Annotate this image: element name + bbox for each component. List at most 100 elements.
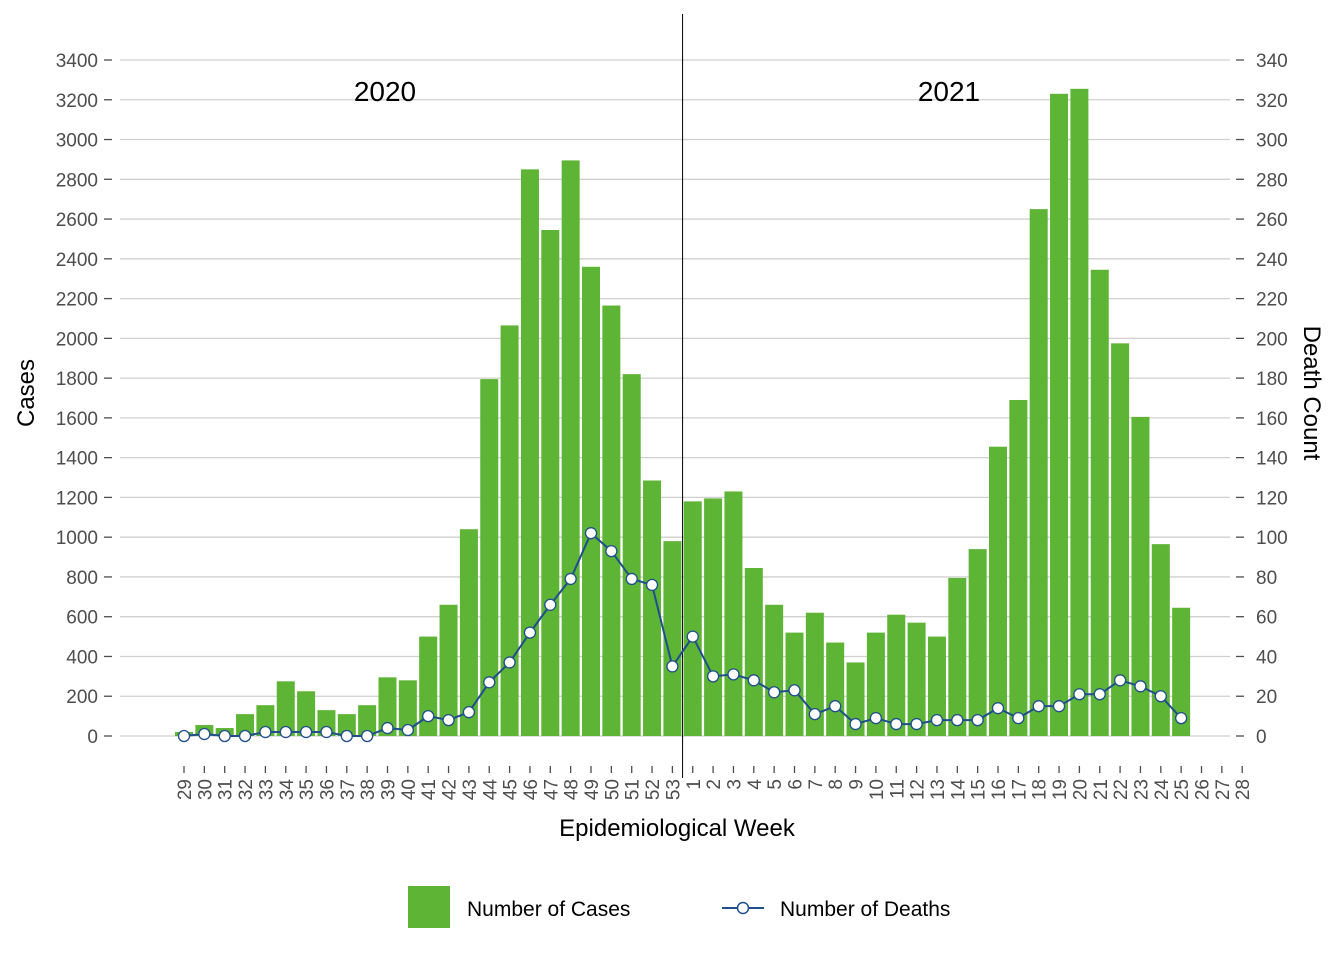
death-point-42 [442,713,455,727]
death-point-46 [523,626,537,639]
y-tick-label: 3400 [56,51,98,72]
case-bar-52 [643,480,662,736]
death-point-39 [381,721,394,735]
y2-tick-label: 20 [1256,687,1277,708]
case-bar-18 [1029,209,1048,736]
y-tick-label: 800 [66,568,98,589]
y2-tick-label: 180 [1256,369,1288,390]
death-point-6 [788,684,801,697]
y2-tick-label: 240 [1256,250,1288,271]
y-axis-title: Cases [13,359,40,427]
death-point-2 [706,670,720,683]
x-tick-label: 17 [1009,779,1030,800]
x-tick-label: 20 [1070,779,1091,800]
death-point-23 [1134,680,1147,693]
y-tick-label: 2000 [56,329,98,350]
x-tick-label: 53 [663,779,684,800]
case-bar-42 [439,604,458,736]
case-bar-49 [582,266,600,736]
x-tick-label: 10 [867,779,888,800]
y2-axis-title: Death Count [1298,326,1325,461]
death-point-37 [340,729,353,743]
death-point-25 [1175,711,1188,725]
x-tick-label: 23 [1131,779,1152,800]
death-point-22 [1113,674,1127,687]
y-tick-label: 0 [87,727,98,748]
death-point-49 [584,527,598,540]
death-point-40 [401,723,415,737]
death-point-52 [645,578,659,592]
x-tick-label: 47 [541,779,562,800]
death-line-series [177,527,1188,743]
legend: Number of Cases Number of Deaths [408,886,950,928]
y-tick-label: 1600 [56,409,98,430]
x-tick-label: 9 [847,779,868,790]
y2-tick-label: 300 [1256,131,1288,152]
left-axis-ticks: 0 200 400 600 800 1000 1200 1400 1600 1800 2000 220… [56,51,112,748]
case-bar-39 [378,677,397,736]
y-tick-label: 200 [66,687,98,708]
x-tick-label: 36 [317,779,338,800]
case-bar-23 [1131,416,1150,736]
x-axis-title: Epidemiological Week [559,815,796,842]
legend-swatch-cases [408,886,450,928]
death-point-14 [951,713,964,727]
legend-swatch-deaths-marker [736,901,750,915]
case-bar-17 [1009,399,1028,736]
death-point-41 [422,709,435,723]
death-point-13 [930,713,944,727]
x-tick-label: 12 [908,779,929,800]
case-bar-21 [1090,269,1109,736]
y-tick-label: 2600 [56,210,98,231]
death-point-16 [991,702,1005,715]
x-tick-label: 8 [826,779,847,790]
y2-tick-label: 40 [1256,647,1277,668]
case-bar-41 [419,636,438,736]
x-tick-label: 29 [175,779,196,800]
x-tick-label: 11 [887,779,908,799]
y-tick-label: 2800 [56,170,98,191]
case-bar-8 [826,642,845,736]
x-tick-label: 16 [989,779,1010,800]
y-tick-label: 1800 [56,369,98,390]
case-bar-3 [724,491,743,736]
death-point-1 [686,630,699,643]
x-tick-label: 49 [582,779,603,800]
x-tick-label: 14 [948,779,969,801]
death-point-38 [360,729,374,743]
x-tick-label: 21 [1091,779,1112,800]
x-tick-label: 31 [216,779,237,800]
x-tick-label: 52 [643,779,664,800]
x-tick-label: 48 [562,779,583,800]
x-tick-label: 32 [236,779,257,800]
x-tick-label: 1 [684,779,705,790]
x-tick-label: 7 [806,779,827,790]
case-bar-46 [520,169,539,737]
x-axis-ticks: 29 30 31 32 33 34 35 36 37 38 39 40 41 42 43 44 45 46 47 48… [175,766,1254,800]
death-point-44 [483,676,496,689]
case-bar-10 [866,632,885,736]
y-tick-label: 400 [66,647,98,668]
case-bar-4 [744,567,763,736]
death-point-24 [1154,690,1167,703]
case-bar-12 [907,622,926,736]
y2-tick-label: 320 [1256,91,1288,112]
death-point-4 [747,674,760,687]
case-bar-25 [1172,607,1191,736]
x-tick-label: 24 [1152,779,1173,801]
death-point-11 [890,717,903,731]
case-bar-43 [459,529,478,736]
case-bar-47 [541,229,560,736]
x-tick-label: 15 [969,779,990,800]
x-tick-label: 26 [1193,779,1214,800]
x-tick-label: 43 [460,779,481,800]
death-point-33 [259,725,272,739]
y2-tick-label: 0 [1256,727,1267,748]
death-point-36 [320,725,333,739]
death-point-10 [869,711,883,725]
case-bar-2 [704,498,723,736]
x-tick-label: 44 [480,779,501,801]
x-tick-label: 41 [419,779,440,800]
y-tick-label: 2200 [56,290,98,311]
